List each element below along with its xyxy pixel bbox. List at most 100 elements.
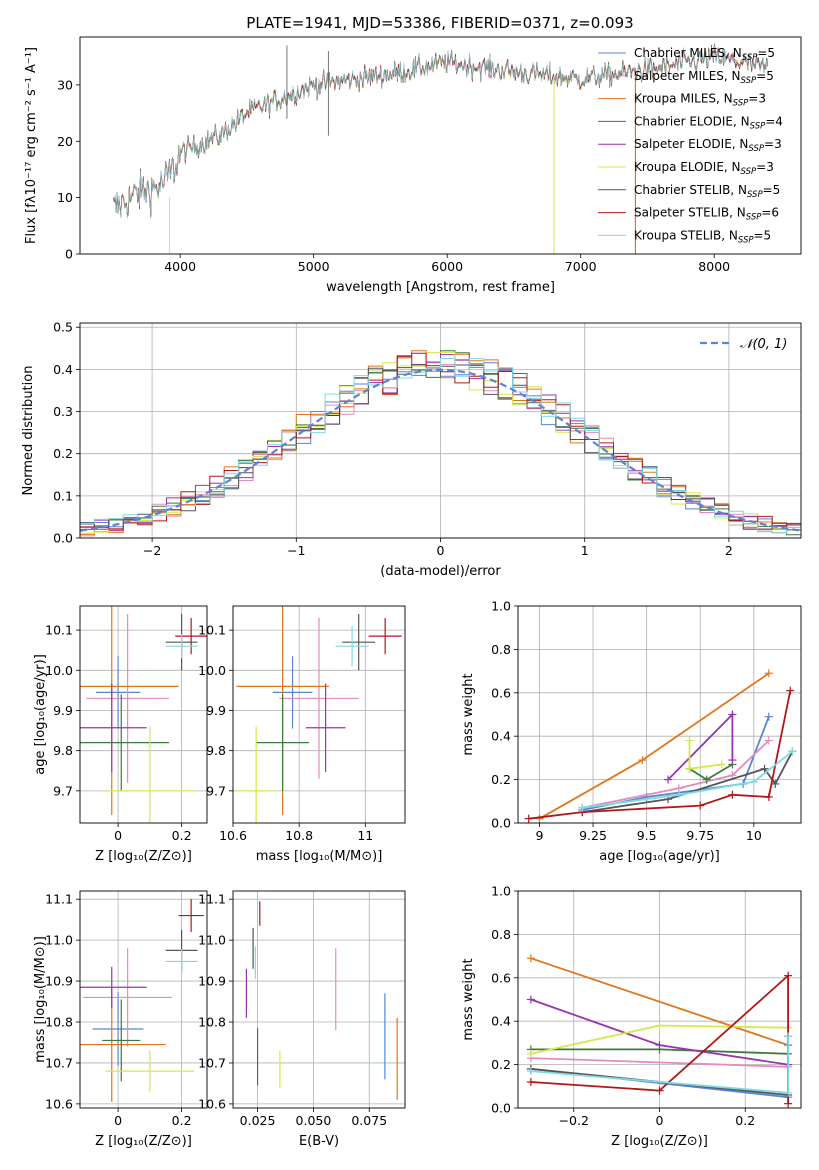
legend-entry: Kroupa STELIB, NSSP=5 [634, 228, 771, 245]
hist-series-kroupa_stelib [80, 358, 801, 534]
legend-entry: Salpeter MILES, NSSP=5 [634, 69, 774, 86]
weight-vs-z-axes: −0.2 0 0.2 0.0 0.2 0.4 0.6 0.8 1.0 Z [log₁₀(Z/Z⊙)… [461, 884, 801, 1149]
y-tick-label: 0.1 [53, 488, 73, 503]
y-tick-label: 9.7 [206, 783, 226, 798]
legend-entry: Chabrier STELIB, NSSP=5 [634, 183, 780, 200]
x-axis-label: Z [log₁₀(Z/Z⊙)] [95, 849, 192, 864]
legend-count: =5 [757, 46, 775, 60]
legend-count: =5 [756, 69, 774, 83]
mass-vs-ebv-frame [232, 890, 406, 1109]
spectrum-axes: 4000 5000 6000 7000 8000 0 10 20 30 wavelength [A… [24, 47, 730, 295]
weight-line-kroupa_elodie [688, 740, 722, 770]
y-tick-label: 0.4 [53, 362, 73, 377]
y-tick-label: 11.1 [198, 892, 226, 907]
mass-vs-ebv-points [245, 901, 398, 1100]
x-tick-label: 0.2 [172, 1113, 192, 1128]
x-tick-label: 0.2 [735, 1113, 755, 1128]
legend-subscript: SSP [748, 144, 764, 154]
x-axis-label: age [log₁₀(age/yr)] [599, 849, 720, 864]
y-tick-label: 0.4 [491, 1014, 511, 1029]
x-axis-label: wavelength [Angstrom, rest frame] [326, 280, 555, 295]
y-tick-label: 9.9 [206, 703, 226, 718]
legend-entry: Chabrier MILES, NSSP=5 [634, 46, 775, 63]
x-axis-label: mass [log₁₀(M/M⊙)] [256, 849, 383, 864]
x-tick-label: 10 [746, 828, 762, 843]
x-tick-label: 0 [656, 1113, 664, 1128]
legend-subscript: SSP [746, 213, 762, 223]
y-tick-label: 10.1 [198, 623, 226, 638]
age-vs-mass-axes: 10.6 10.8 11 9.7 9.8 9.9 10.0 10.1 mass [log₁₀(M… [198, 606, 405, 864]
mass-vs-ebv-axes: 0.025 0.050 0.075 10.6 10.7 10.8 10.9 11.0 11.1 E… [198, 891, 405, 1149]
x-tick-label: 2 [725, 543, 733, 558]
x-tick-label: 0.025 [240, 1113, 276, 1128]
y-tick-label: 0.5 [53, 320, 73, 335]
y-tick-label: 0.6 [491, 685, 511, 700]
y-tick-label: 10.7 [45, 1055, 73, 1070]
weight-line-salpeter_stelib [528, 690, 792, 820]
age-vs-z-axes: 0 0.2 9.7 9.8 9.9 10.0 10.1 Z [log₁₀(Z/Z⊙)] age … [33, 606, 207, 864]
x-tick-label: 5000 [298, 259, 330, 274]
legend-count: =3 [748, 92, 766, 106]
y-tick-label: 11.1 [45, 892, 73, 907]
x-axis-label: Z [log₁₀(Z/Z⊙)] [95, 1134, 192, 1149]
residual-hist-axes: −2 −1 0 1 2 0.0 0.1 0.2 0.3 0.4 0.5 (data-model)/er… [21, 320, 801, 579]
legend-entry: Salpeter STELIB, NSSP=6 [634, 206, 779, 223]
age-vs-mass-points [236, 606, 402, 823]
legend-subscript: SSP [741, 76, 757, 86]
x-tick-label: −1 [287, 543, 305, 558]
y-tick-label: 9.7 [53, 783, 73, 798]
y-axis-label: mass weight [461, 673, 476, 755]
legend-count: =6 [761, 206, 779, 220]
y-axis-label: mass weight [461, 958, 476, 1040]
weight-line-kroupa_miles [530, 957, 789, 1046]
legend-count: =5 [754, 228, 772, 242]
y-tick-label: 10.6 [45, 1096, 73, 1111]
y-tick-label: 10.8 [45, 1015, 73, 1030]
weight-line-kroupa_stelib [582, 750, 793, 809]
legend-subscript: SSP [741, 167, 757, 177]
y-tick-label: 10.8 [198, 1015, 226, 1030]
x-tick-label: −0.2 [559, 1113, 589, 1128]
y-tick-label: 0.0 [491, 1101, 511, 1116]
y-axis-label: Normed distribution [21, 366, 36, 496]
y-tick-label: 9.9 [53, 703, 73, 718]
legend-label: Chabrier MILES, N [634, 46, 742, 60]
legend-label: Chabrier STELIB, N [634, 183, 747, 197]
x-tick-label: 0.050 [296, 1113, 332, 1128]
x-tick-label: 7000 [565, 259, 597, 274]
weight-vs-z-series [526, 954, 793, 1108]
legend-subscript: SSP [733, 99, 749, 109]
y-tick-label: 9.8 [53, 743, 73, 758]
y-tick-label: 0.8 [491, 642, 511, 657]
x-axis-label: (data-model)/error [380, 564, 501, 579]
legend-label: Kroupa ELODIE, N [634, 160, 741, 174]
legend-label: Salpeter MILES, N [634, 69, 741, 83]
y-tick-label: 10.7 [198, 1055, 226, 1070]
y-tick-label: 0.0 [53, 531, 73, 546]
x-tick-label: −2 [143, 543, 161, 558]
legend-entry: Kroupa ELODIE, NSSP=3 [634, 160, 774, 177]
weight-vs-age-frame [517, 605, 802, 824]
y-tick-label: 0.4 [491, 729, 511, 744]
mass-vs-z-points [80, 899, 204, 1102]
y-tick-label: 11.0 [198, 933, 226, 948]
y-tick-label: 11.0 [45, 933, 73, 948]
y-tick-label: 0.2 [491, 772, 511, 787]
y-tick-label: 30 [57, 77, 73, 92]
y-tick-label: 1.0 [491, 884, 511, 899]
legend-entry: Kroupa MILES, NSSP=3 [634, 92, 766, 109]
y-tick-label: 10.0 [45, 663, 73, 678]
legend-subscript: SSP [750, 121, 766, 131]
x-tick-label: 10.8 [285, 828, 313, 843]
y-tick-label: 0.8 [491, 927, 511, 942]
x-tick-label: 0 [114, 1113, 122, 1128]
residual-hist-frame [79, 322, 802, 539]
y-tick-label: 0.3 [53, 404, 73, 419]
spectrum-line-kroupa_stelib [113, 45, 768, 219]
mass-vs-z-frame [79, 890, 208, 1109]
y-tick-label: 1.0 [491, 599, 511, 614]
y-axis-label: Flux [fλ10⁻¹⁷ erg cm⁻² s⁻¹ A⁻¹] [24, 47, 39, 244]
